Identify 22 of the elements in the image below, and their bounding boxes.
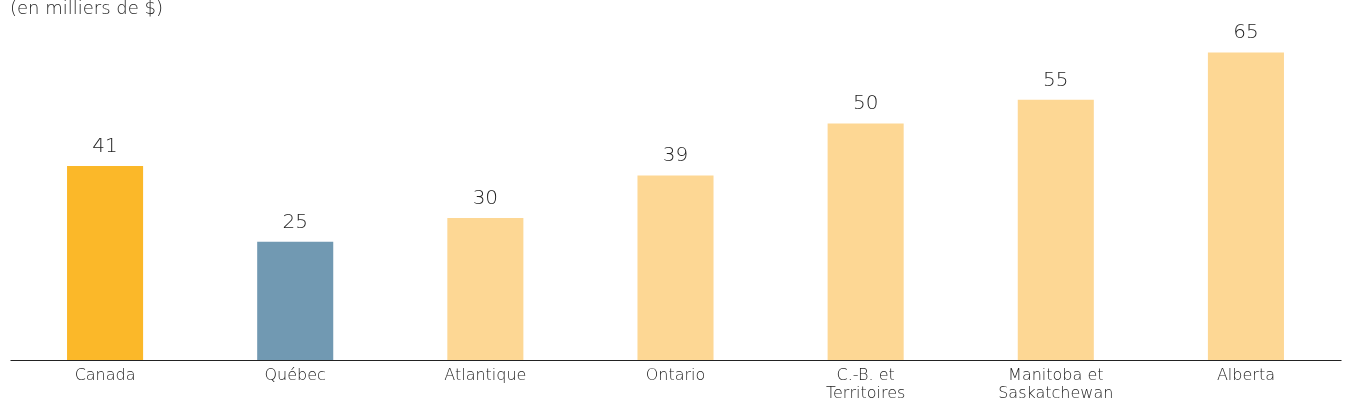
bar bbox=[67, 166, 144, 360]
data-label: 55 bbox=[1043, 66, 1069, 91]
data-label: 41 bbox=[92, 133, 118, 158]
bar bbox=[1017, 99, 1094, 360]
chart-subtitle: (en milliers de $) bbox=[10, 0, 164, 19]
bar bbox=[637, 175, 714, 360]
x-tick-label: Ontario bbox=[645, 364, 706, 384]
data-label: 30 bbox=[472, 185, 499, 210]
x-tick-label: Alberta bbox=[1216, 364, 1275, 384]
x-tick-label: Canada bbox=[74, 364, 136, 384]
x-tick-label: Manitoba et Saskatchewan bbox=[998, 364, 1114, 402]
data-label: 50 bbox=[852, 90, 879, 115]
bar bbox=[827, 123, 904, 360]
data-label: 65 bbox=[1233, 19, 1259, 44]
data-label: 39 bbox=[662, 142, 689, 167]
bar bbox=[1207, 52, 1284, 360]
bar bbox=[447, 218, 524, 360]
x-tick-label: Québec bbox=[264, 364, 326, 384]
x-tick-label: C.-B. et Territoires bbox=[825, 364, 906, 402]
bar bbox=[257, 241, 334, 360]
x-tick-label: Atlantique bbox=[444, 364, 527, 384]
data-label: 25 bbox=[282, 208, 308, 233]
